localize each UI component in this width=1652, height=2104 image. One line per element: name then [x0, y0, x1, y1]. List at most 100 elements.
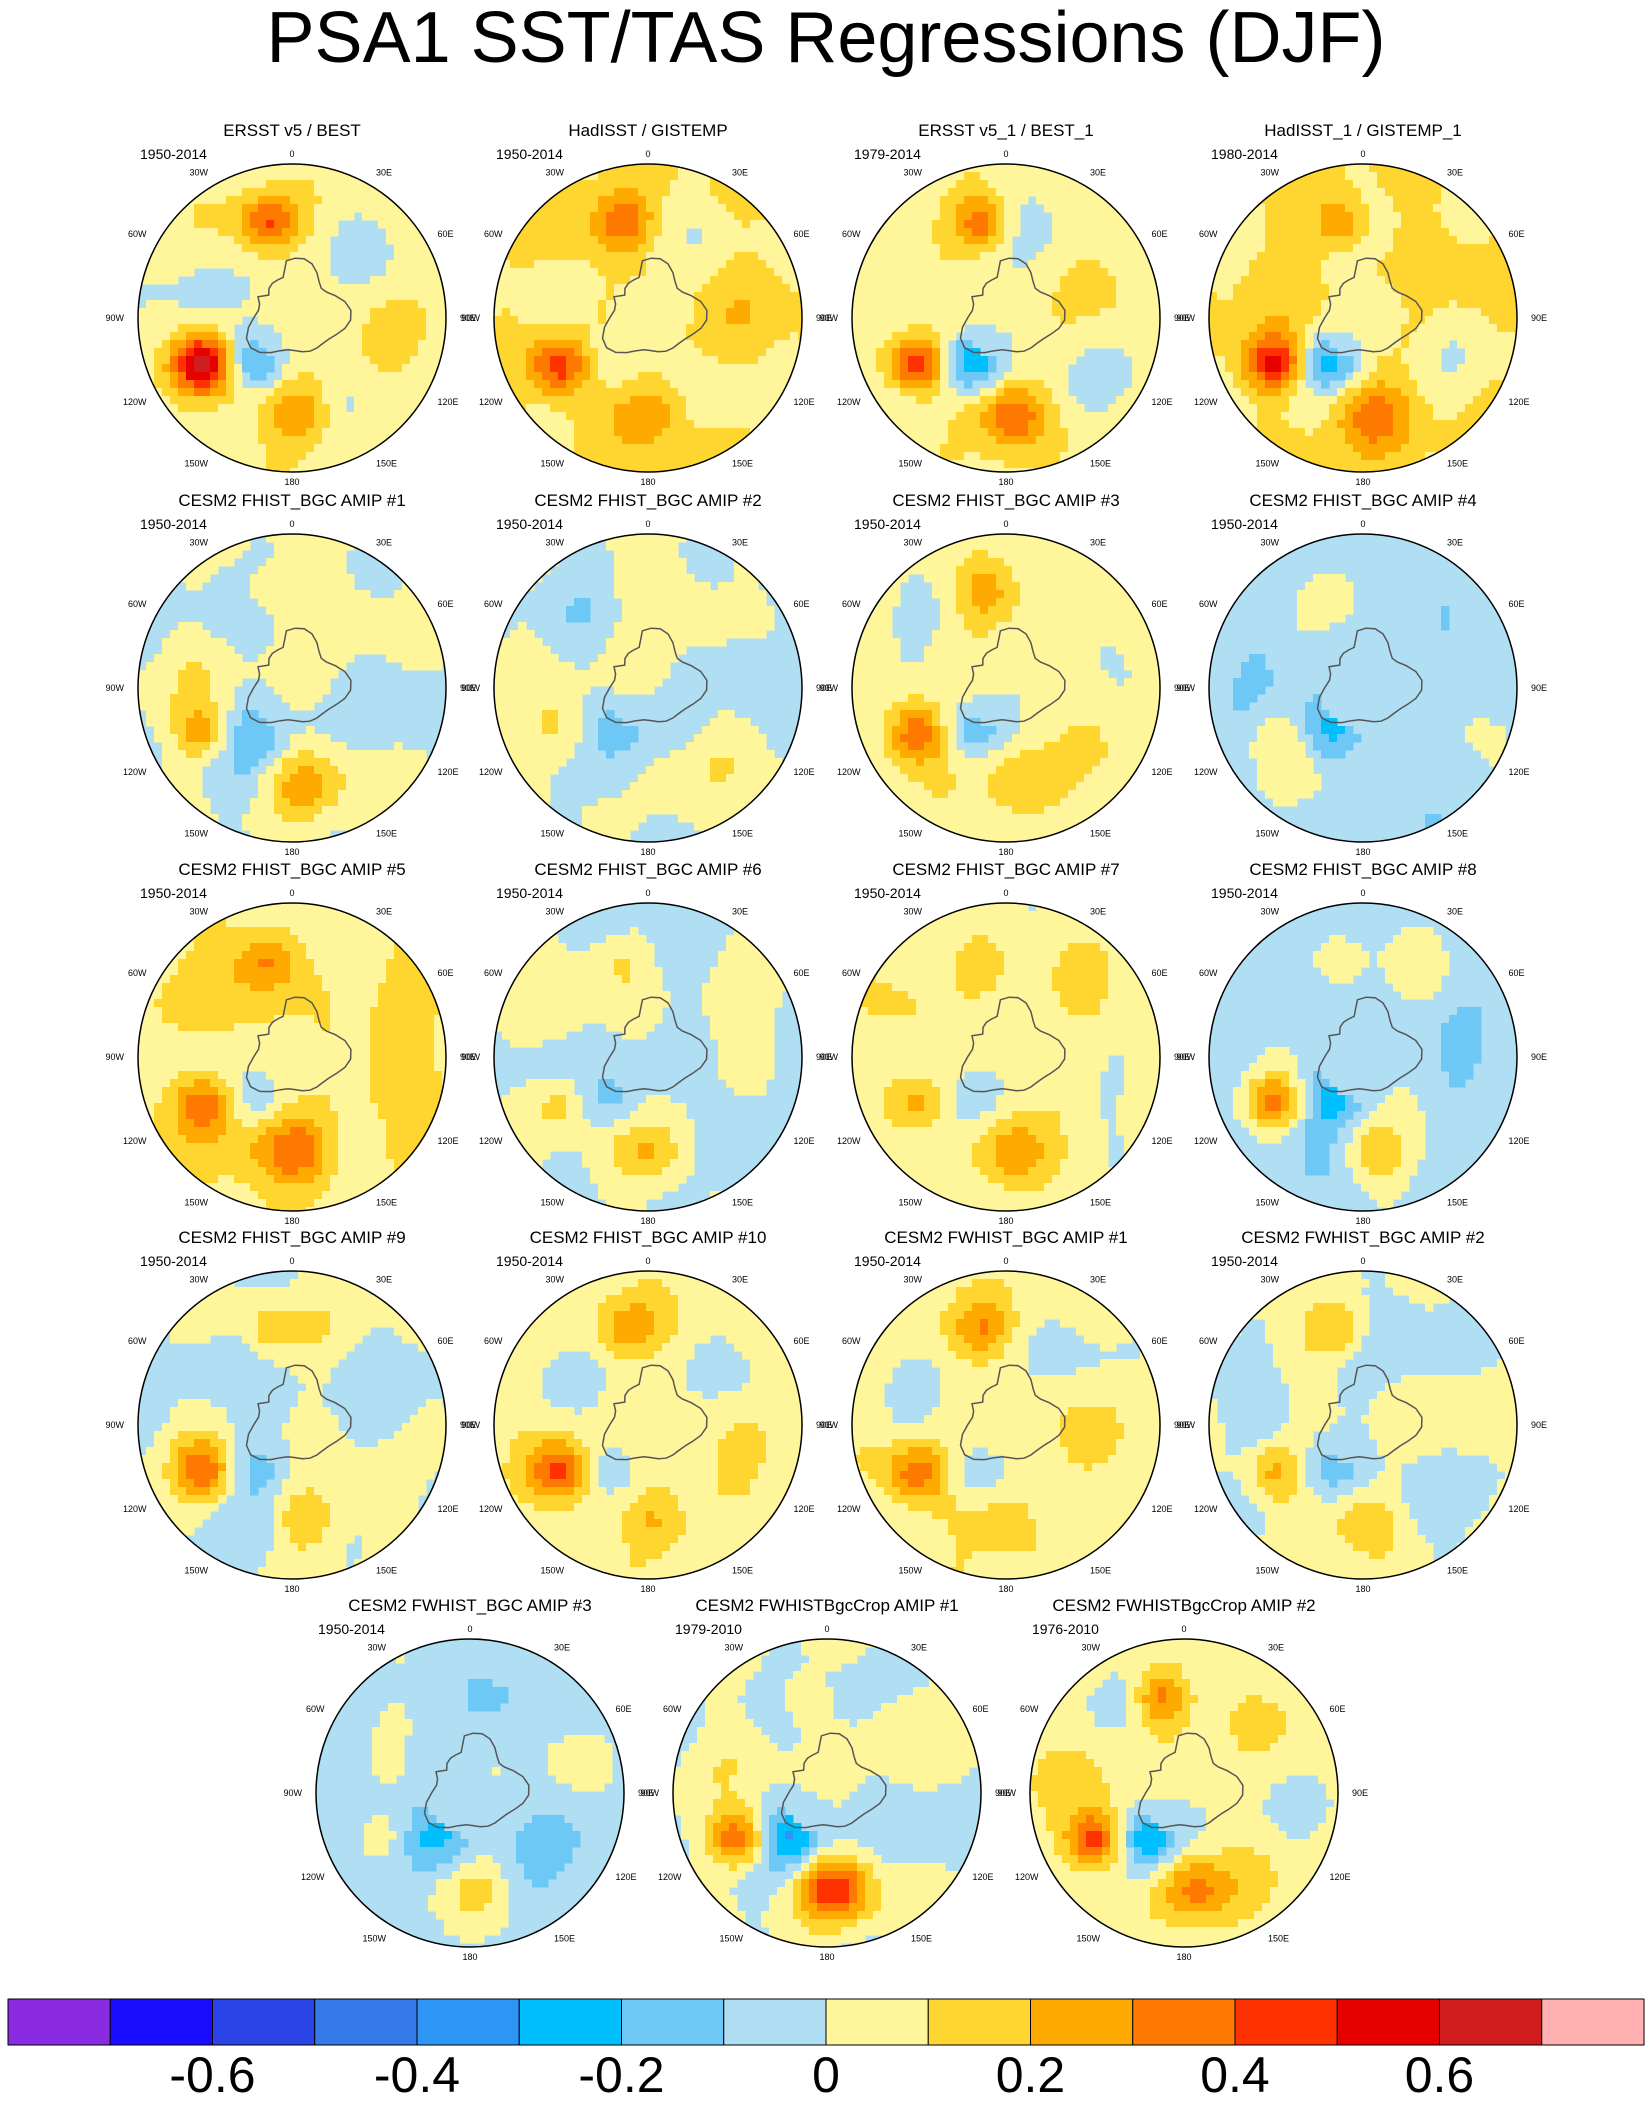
lon-tick-label: 150E [1090, 1566, 1111, 1576]
map-border [137, 1270, 447, 1580]
panel-period: 1950-2014 [854, 516, 921, 532]
antarctica-coastline [245, 257, 352, 354]
regression-field [494, 534, 802, 842]
lon-tick-label: 150E [376, 459, 397, 469]
lon-tick-label: 0 [645, 1256, 650, 1266]
lon-tick-label: 90E [1531, 683, 1547, 693]
panel-title: CESM2 FHIST_BGC AMIP #10 [530, 1228, 767, 1247]
panel-title: CESM2 FHIST_BGC AMIP #5 [178, 860, 405, 879]
panel-title: CESM2 FWHISTBgcCrop AMIP #1 [695, 1596, 958, 1615]
panel-title: CESM2 FHIST_BGC AMIP #7 [892, 860, 1119, 879]
lon-tick-label: 30W [1260, 1275, 1279, 1285]
map-border [1208, 902, 1518, 1212]
colorbar-swatch [825, 1998, 929, 2046]
map-panel: HadISST_1 / GISTEMP_1 1980-2014 0 30E 60E 90E… [1176, 121, 1547, 487]
lon-tick-label: 60W [484, 599, 503, 609]
lon-tick-label: 120W [837, 1504, 861, 1514]
colorbar-swatch [723, 1998, 827, 2046]
panel-title: CESM2 FHIST_BGC AMIP #3 [892, 491, 1119, 510]
lon-tick-label: 150E [376, 1198, 397, 1208]
lon-tick-label: 180 [640, 1216, 655, 1226]
lon-tick-label: 30E [911, 1643, 927, 1653]
lon-tick-label: 180 [640, 477, 655, 487]
lon-tick-label: 180 [998, 1216, 1013, 1226]
map-border [1029, 1638, 1339, 1948]
colorbar-swatch [1439, 1998, 1543, 2046]
lon-tick-label: 60W [1199, 968, 1218, 978]
panel-title: HadISST / GISTEMP [568, 121, 727, 140]
lon-tick-label: 180 [998, 1584, 1013, 1594]
map-panel: CESM2 FHIST_BGC AMIP #3 1950-2014 0 30E 60E 9… [819, 491, 1190, 857]
panel-period: 1950-2014 [496, 885, 563, 901]
lon-tick-label: 0 [1003, 519, 1008, 529]
lon-tick-label: 180 [998, 477, 1013, 487]
lon-tick-label: 180 [1355, 1584, 1370, 1594]
lon-tick-label: 30E [376, 168, 392, 178]
lon-tick-label: 0 [645, 888, 650, 898]
lon-tick-label: 120E [438, 1504, 459, 1514]
map-panel: CESM2 FWHIST_BGC AMIP #2 1950-2014 0 30E 60E… [1176, 1228, 1547, 1594]
lon-tick-label: 90W [1176, 313, 1195, 323]
antarctica-coastline [601, 257, 708, 354]
regression-field [494, 164, 802, 472]
lon-tick-label: 0 [1003, 888, 1008, 898]
lon-tick-label: 180 [1355, 477, 1370, 487]
panel-period: 1950-2014 [140, 1253, 207, 1269]
lon-tick-label: 0 [289, 149, 294, 159]
map-border [137, 902, 447, 1212]
panel-period: 1976-2010 [1032, 1621, 1099, 1637]
lon-tick-label: 120W [479, 397, 503, 407]
lon-tick-label: 0 [289, 519, 294, 529]
map-panel: CESM2 FHIST_BGC AMIP #9 1950-2014 0 30E 60E 9… [105, 1228, 476, 1594]
lon-tick-label: 150E [376, 1566, 397, 1576]
lon-tick-label: 60E [438, 968, 454, 978]
lon-tick-label: 60W [663, 1704, 682, 1714]
colorbar-tick-label: 0.4 [1200, 2047, 1270, 2103]
lon-tick-label: 120W [123, 1504, 147, 1514]
regression-field [316, 1639, 624, 1947]
lon-tick-label: 30E [376, 907, 392, 917]
antarctica-coastline [959, 627, 1066, 724]
lon-tick-label: 90W [461, 1052, 480, 1062]
lon-tick-label: 180 [284, 1216, 299, 1226]
map-panel: ERSST v5_1 / BEST_1 1979-2014 0 30E 60E 90E 12… [819, 121, 1190, 487]
lon-tick-label: 120E [794, 1504, 815, 1514]
lon-tick-label: 30W [1260, 907, 1279, 917]
lon-tick-label: 150E [1090, 1198, 1111, 1208]
lon-tick-label: 30E [732, 538, 748, 548]
lon-tick-label: 120W [301, 1872, 325, 1882]
lon-tick-label: 60W [1020, 1704, 1039, 1714]
panel-period: 1950-2014 [140, 516, 207, 532]
map-panel: CESM2 FHIST_BGC AMIP #10 1950-2014 0 30E 60E… [461, 1228, 832, 1594]
antarctica-coastline [423, 1732, 530, 1829]
map-border [851, 902, 1161, 1212]
lon-tick-label: 90E [1352, 1788, 1368, 1798]
antarctica-coastline [1316, 1364, 1423, 1461]
lon-tick-label: 90E [638, 1788, 654, 1798]
page-title: PSA1 SST/TAS Regressions (DJF) [266, 0, 1386, 78]
lon-tick-label: 150W [184, 1566, 208, 1576]
regression-field [852, 534, 1160, 842]
lon-tick-label: 0 [467, 1624, 472, 1634]
lon-tick-label: 150E [732, 459, 753, 469]
panel-period: 1950-2014 [1211, 1253, 1278, 1269]
panel-title: CESM2 FHIST_BGC AMIP #2 [534, 491, 761, 510]
lon-tick-label: 60W [1199, 1336, 1218, 1346]
lon-tick-label: 90E [816, 313, 832, 323]
lon-tick-label: 30W [189, 538, 208, 548]
lon-tick-label: 120W [1194, 767, 1218, 777]
lon-tick-label: 60E [616, 1704, 632, 1714]
lon-tick-label: 30W [1081, 1643, 1100, 1653]
lon-tick-label: 60E [438, 229, 454, 239]
lon-tick-label: 0 [1360, 1256, 1365, 1266]
lon-tick-label: 60W [842, 968, 861, 978]
lon-tick-label: 90E [1174, 1052, 1190, 1062]
lon-tick-label: 90W [105, 683, 124, 693]
lon-tick-label: 0 [645, 149, 650, 159]
regression-field [1209, 903, 1517, 1211]
panel-title: CESM2 FHIST_BGC AMIP #9 [178, 1228, 405, 1247]
lon-tick-label: 180 [998, 847, 1013, 857]
map-border [137, 533, 447, 843]
lon-tick-label: 150E [1090, 829, 1111, 839]
lon-tick-label: 150W [898, 459, 922, 469]
